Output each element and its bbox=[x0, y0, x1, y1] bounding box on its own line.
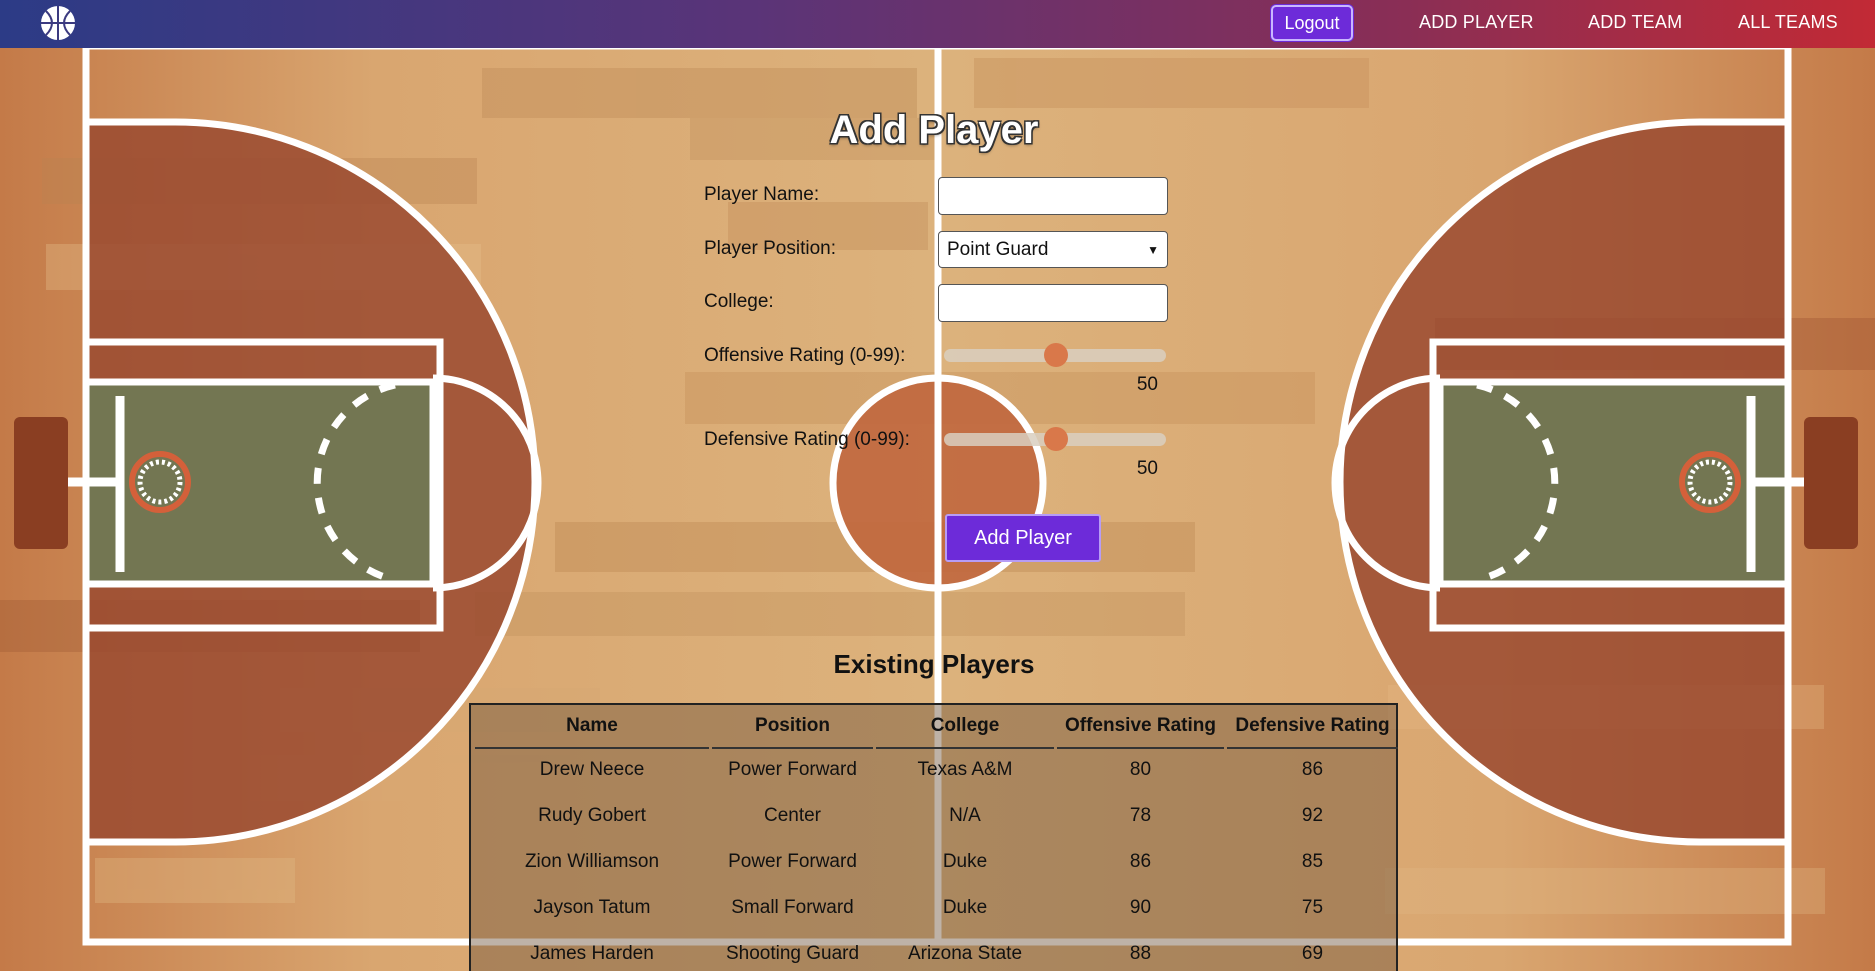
table-row: James Harden Shooting Guard Arizona State 8… bbox=[471, 941, 1396, 971]
slider-thumb[interactable] bbox=[1044, 343, 1068, 367]
add-player-button[interactable]: Add Player bbox=[945, 514, 1101, 562]
cell-name: Drew Neece bbox=[539, 759, 645, 780]
offensive-rating-slider[interactable] bbox=[944, 339, 1166, 369]
cell-offensive-rating: 90 bbox=[1129, 897, 1152, 918]
table-row: Drew Neece Power Forward Texas A&M 80 86 bbox=[471, 757, 1396, 803]
basketball-icon[interactable] bbox=[39, 4, 77, 42]
nav-all-teams-link[interactable]: ALL TEAMS bbox=[1738, 12, 1838, 32]
cell-college: N/A bbox=[949, 805, 981, 826]
offensive-rating-value: 50 bbox=[1136, 374, 1158, 395]
cell-offensive-rating: 80 bbox=[1129, 759, 1152, 780]
cell-position: Shooting Guard bbox=[725, 943, 860, 964]
cell-defensive-rating: 75 bbox=[1301, 897, 1324, 918]
column-header-position: Position bbox=[712, 715, 873, 749]
cell-offensive-rating: 86 bbox=[1129, 851, 1152, 872]
column-header-offensive-rating: Offensive Rating bbox=[1057, 715, 1224, 749]
player-name-label: Player Name: bbox=[704, 184, 820, 205]
existing-players-title: Existing Players bbox=[833, 649, 1035, 679]
slider-thumb[interactable] bbox=[1044, 427, 1068, 451]
offensive-rating-label: Offensive Rating (0-99): bbox=[704, 345, 906, 366]
cell-position: Center bbox=[763, 805, 822, 826]
player-position-label: Player Position: bbox=[704, 238, 837, 259]
cell-college: Arizona State bbox=[907, 943, 1023, 964]
defensive-rating-value: 50 bbox=[1136, 458, 1158, 479]
column-header-name: Name bbox=[475, 715, 709, 749]
cell-position: Power Forward bbox=[728, 759, 857, 780]
defensive-rating-slider[interactable] bbox=[944, 423, 1166, 453]
cell-offensive-rating: 88 bbox=[1129, 943, 1152, 964]
column-header-defensive-rating: Defensive Rating bbox=[1227, 715, 1398, 749]
player-position-select[interactable]: Point Guard ▼ bbox=[938, 231, 1168, 268]
logout-button[interactable]: Logout bbox=[1271, 5, 1353, 41]
player-name-input[interactable] bbox=[938, 177, 1168, 215]
cell-defensive-rating: 85 bbox=[1301, 851, 1324, 872]
table-row: Rudy Gobert Center N/A 78 92 bbox=[471, 803, 1396, 849]
college-input[interactable] bbox=[938, 284, 1168, 322]
players-table: Name Position College Offensive Rating D… bbox=[469, 703, 1398, 971]
cell-offensive-rating: 78 bbox=[1129, 805, 1152, 826]
column-header-college: College bbox=[876, 715, 1054, 749]
page-title: Add Player bbox=[829, 108, 1039, 152]
nav-add-player-link[interactable]: ADD PLAYER bbox=[1419, 12, 1534, 32]
cell-name: Rudy Gobert bbox=[538, 805, 646, 826]
cell-position: Small Forward bbox=[731, 897, 854, 918]
college-label: College: bbox=[704, 291, 774, 312]
cell-defensive-rating: 92 bbox=[1301, 805, 1324, 826]
table-row: Jayson Tatum Small Forward Duke 90 75 bbox=[471, 895, 1396, 941]
chevron-down-icon: ▼ bbox=[1147, 242, 1159, 257]
top-navbar: Logout ADD PLAYER ADD TEAM ALL TEAMS bbox=[0, 0, 1875, 48]
cell-position: Power Forward bbox=[728, 851, 857, 872]
cell-defensive-rating: 86 bbox=[1301, 759, 1324, 780]
nav-add-team-link[interactable]: ADD TEAM bbox=[1588, 12, 1683, 32]
table-row: Zion Williamson Power Forward Duke 86 85 bbox=[471, 849, 1396, 895]
cell-name: Jayson Tatum bbox=[533, 897, 651, 918]
cell-name: Zion Williamson bbox=[524, 851, 660, 872]
cell-college: Duke bbox=[942, 851, 988, 872]
cell-defensive-rating: 69 bbox=[1301, 943, 1324, 964]
defensive-rating-label: Defensive Rating (0-99): bbox=[704, 429, 910, 450]
player-position-selected-value: Point Guard bbox=[947, 238, 1049, 260]
cell-name: James Harden bbox=[530, 943, 654, 964]
cell-college: Texas A&M bbox=[917, 759, 1013, 780]
cell-college: Duke bbox=[942, 897, 988, 918]
